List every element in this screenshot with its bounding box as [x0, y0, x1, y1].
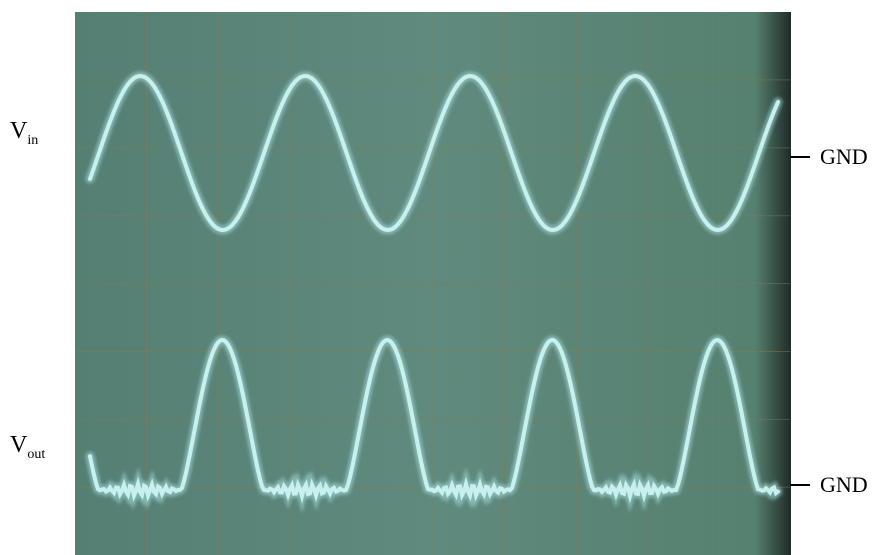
- gnd-label: GND: [820, 144, 868, 169]
- waveforms: [85, 71, 783, 514]
- gnd-markers: [790, 156, 810, 486]
- symbol: V: [10, 432, 28, 458]
- vout-label: Vout: [10, 432, 45, 463]
- trace: [88, 73, 780, 233]
- vin-label: Vin: [10, 118, 38, 149]
- screen-background: [75, 12, 791, 555]
- subscript: out: [27, 446, 46, 462]
- gnd-label: GND: [820, 472, 868, 497]
- trace: [88, 337, 780, 504]
- subscript: in: [27, 132, 39, 148]
- symbol: V: [10, 118, 28, 144]
